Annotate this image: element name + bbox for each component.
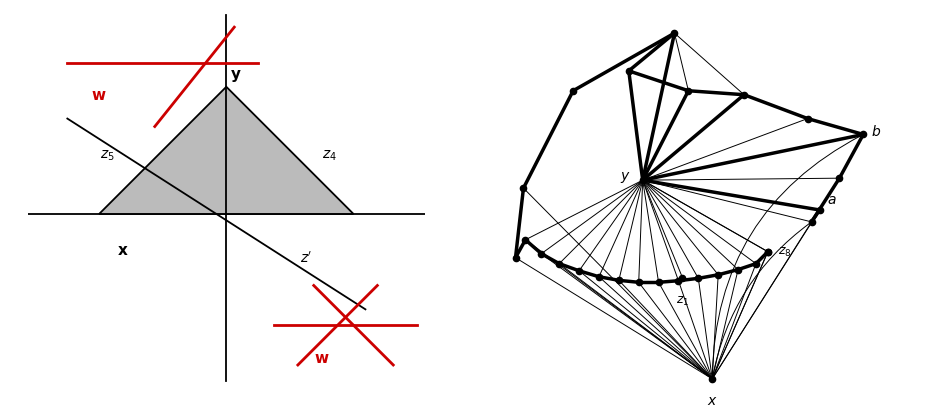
FancyArrowPatch shape: [712, 136, 861, 376]
Text: $z'$: $z'$: [300, 250, 312, 266]
Text: $\mathbf{w}$: $\mathbf{w}$: [91, 88, 107, 103]
Text: $b$: $b$: [871, 123, 882, 139]
Text: $x$: $x$: [707, 393, 718, 407]
Text: $z_5$: $z_5$: [100, 148, 114, 162]
Text: $z_4$: $z_4$: [323, 148, 337, 162]
Text: $z_8$: $z_8$: [778, 246, 791, 259]
Text: $z_1$: $z_1$: [676, 294, 689, 307]
FancyArrowPatch shape: [713, 224, 809, 376]
Text: $\mathbf{y}$: $\mathbf{y}$: [230, 68, 242, 83]
Polygon shape: [99, 88, 354, 214]
Text: $\mathbf{x}$: $\mathbf{x}$: [117, 242, 129, 257]
Text: $\mathbf{w}$: $\mathbf{w}$: [314, 350, 329, 365]
Text: $a$: $a$: [828, 192, 837, 206]
Text: $y$: $y$: [620, 169, 631, 184]
